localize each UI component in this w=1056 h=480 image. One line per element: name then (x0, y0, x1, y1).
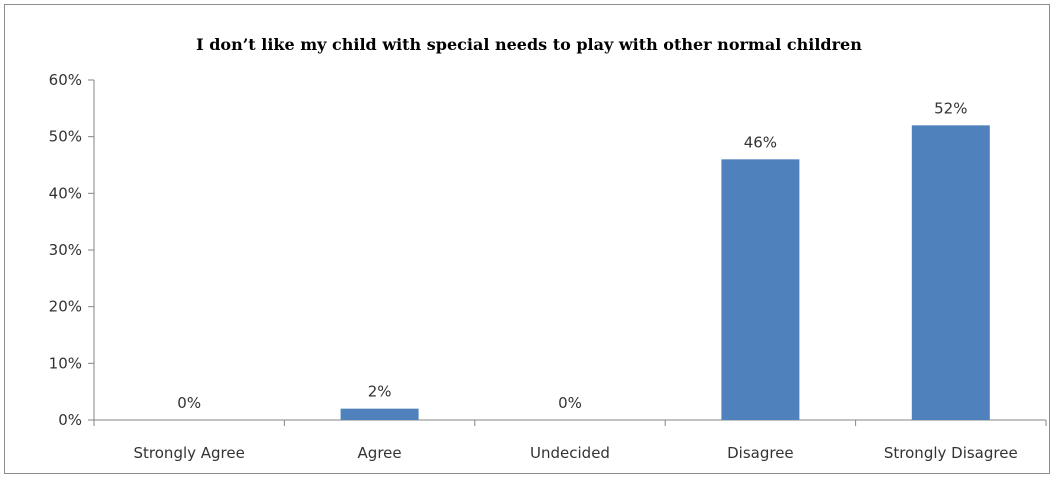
y-tick-label: 40% (49, 184, 82, 202)
x-tick-label: Strongly Disagree (884, 444, 1018, 462)
x-tick-label: Disagree (727, 444, 794, 462)
data-label: 2% (368, 383, 392, 401)
x-tick-label: Undecided (530, 444, 610, 462)
x-tick-label: Agree (358, 444, 402, 462)
y-tick-label: 10% (49, 354, 82, 372)
data-label: 52% (934, 99, 967, 117)
y-tick-label: 20% (49, 298, 82, 316)
data-label: 46% (744, 133, 777, 151)
bar (340, 408, 419, 420)
y-tick-label: 60% (49, 71, 82, 89)
data-labels: 0% 2% 0% 46% 52% (177, 99, 967, 412)
chart-title: I don’t like my child with special needs… (196, 35, 862, 54)
x-tick-label: Strongly Agree (134, 444, 245, 462)
chart-frame (4, 4, 1050, 474)
axes: 0% 10% 20% 30% 40% 50% 60% Strongly Agree Agree U… (49, 71, 1047, 462)
bar (721, 159, 800, 421)
bar (911, 125, 990, 420)
data-label: 0% (558, 394, 582, 412)
bars (340, 125, 990, 421)
data-label: 0% (177, 394, 201, 412)
y-tick-label: 50% (49, 128, 82, 146)
y-tick-label: 30% (49, 241, 82, 259)
y-tick-label: 0% (58, 411, 82, 429)
